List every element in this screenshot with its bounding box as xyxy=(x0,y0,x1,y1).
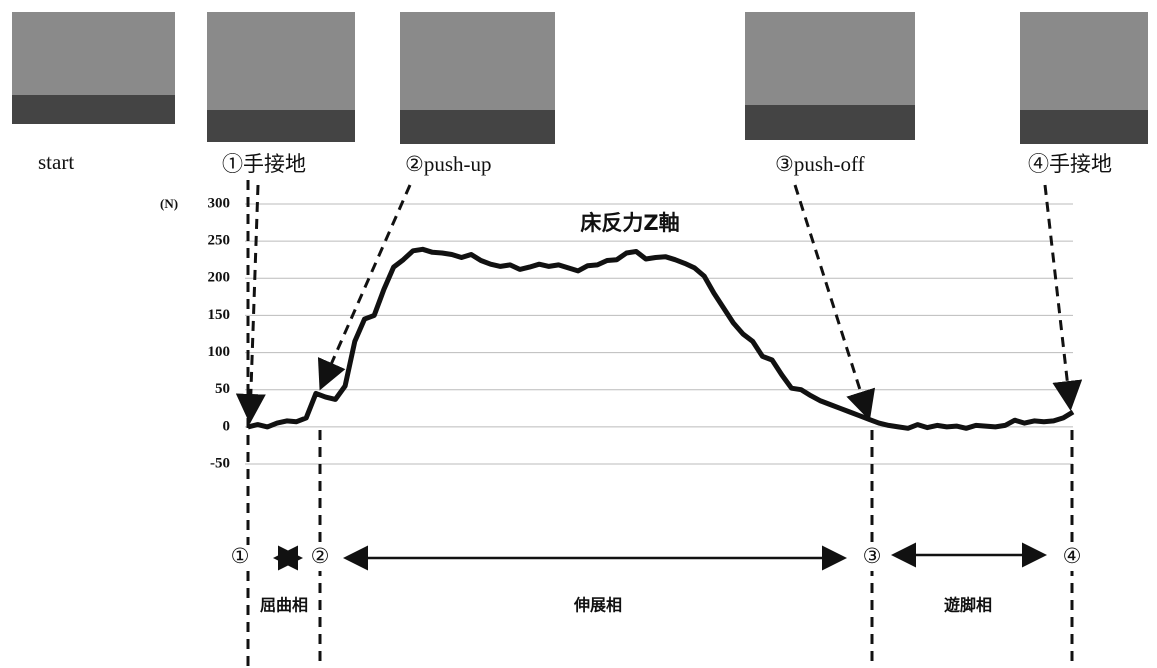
data-line xyxy=(247,246,1075,431)
phase-marker: ① xyxy=(231,544,250,568)
phase-name: 伸展相 xyxy=(573,596,622,615)
phase-marker: ② xyxy=(311,544,330,568)
phase-marker: ④ xyxy=(1063,544,1082,568)
chart-title: 床反力Z軸 xyxy=(580,211,679,235)
guides xyxy=(235,180,1083,668)
photo-label: start xyxy=(38,150,74,174)
y-tick-label: 0 xyxy=(223,418,231,434)
photo-label: ②push-up xyxy=(405,152,492,176)
y-tick-label: 250 xyxy=(208,233,231,249)
y-tick-label: 300 xyxy=(208,195,231,211)
photo-label: ④手接地 xyxy=(1028,152,1112,176)
phase-name: 屈曲相 xyxy=(260,596,308,615)
y-tick-label: -50 xyxy=(210,455,230,471)
y-tick-label: 150 xyxy=(208,307,231,323)
photo-label: ③push-off xyxy=(775,152,865,176)
phase-name: 遊脚相 xyxy=(944,596,992,615)
photo-label: ①手接地 xyxy=(222,152,306,176)
y-tick-label: 100 xyxy=(208,344,231,360)
phase-marker: ③ xyxy=(863,544,882,568)
y-unit: (N) xyxy=(160,196,178,211)
y-tick-label: 200 xyxy=(208,270,231,286)
y-tick-label: 50 xyxy=(215,381,230,397)
photos xyxy=(12,12,1148,144)
